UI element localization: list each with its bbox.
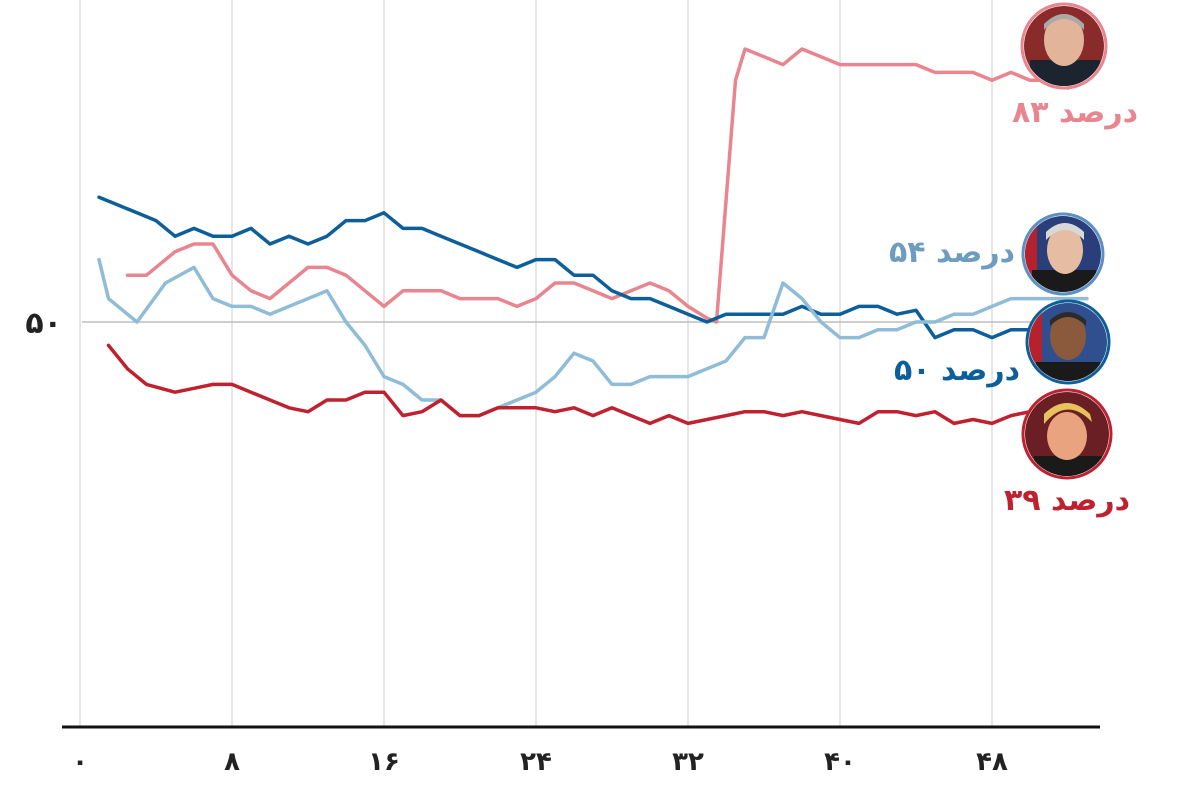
x-tick-label-1: ۸: [224, 747, 240, 777]
end-label-obama: ۵۰ درصد: [894, 353, 1020, 388]
x-tick-label-0: ۰: [72, 747, 88, 777]
obama-avatar-icon: [1025, 299, 1111, 385]
x-tick-label-2: ۱۶: [368, 747, 400, 777]
x-tick-label-5: ۴۰: [824, 747, 856, 777]
x-tick-label-4: ۳۲: [672, 747, 704, 777]
trump-avatar-icon: [1021, 388, 1113, 480]
reference-line-50: ۵۰: [25, 306, 1052, 341]
bush-avatar-icon: [1020, 2, 1108, 90]
series-line-obama: [97, 195, 1089, 340]
x-axis: ۰ ۸ ۱۶ ۲۴ ۳۲ ۴۰ ۴۸: [62, 725, 1100, 777]
grid-lines: [79, 0, 993, 727]
end-label-bush: ۸۳ درصد: [1012, 95, 1138, 130]
clinton-avatar-icon: [1021, 212, 1105, 296]
x-tick-label-3: ۲۴: [520, 747, 552, 777]
x-tick-label-6: ۴۸: [976, 747, 1008, 777]
series-line-trump: [106, 343, 1070, 426]
series-lines: [97, 47, 1089, 426]
series-line-bush: [125, 47, 1070, 324]
series-line-clinton: [97, 257, 1089, 418]
reference-label: ۵۰: [25, 306, 62, 341]
series-end-labels: ۸۳ درصد ۵۰ درصد ۵۴ درصد ۳۹ درصد: [889, 95, 1138, 518]
end-label-trump: ۳۹ درصد: [1004, 483, 1130, 518]
end-label-clinton: ۵۴ درصد: [889, 235, 1015, 270]
